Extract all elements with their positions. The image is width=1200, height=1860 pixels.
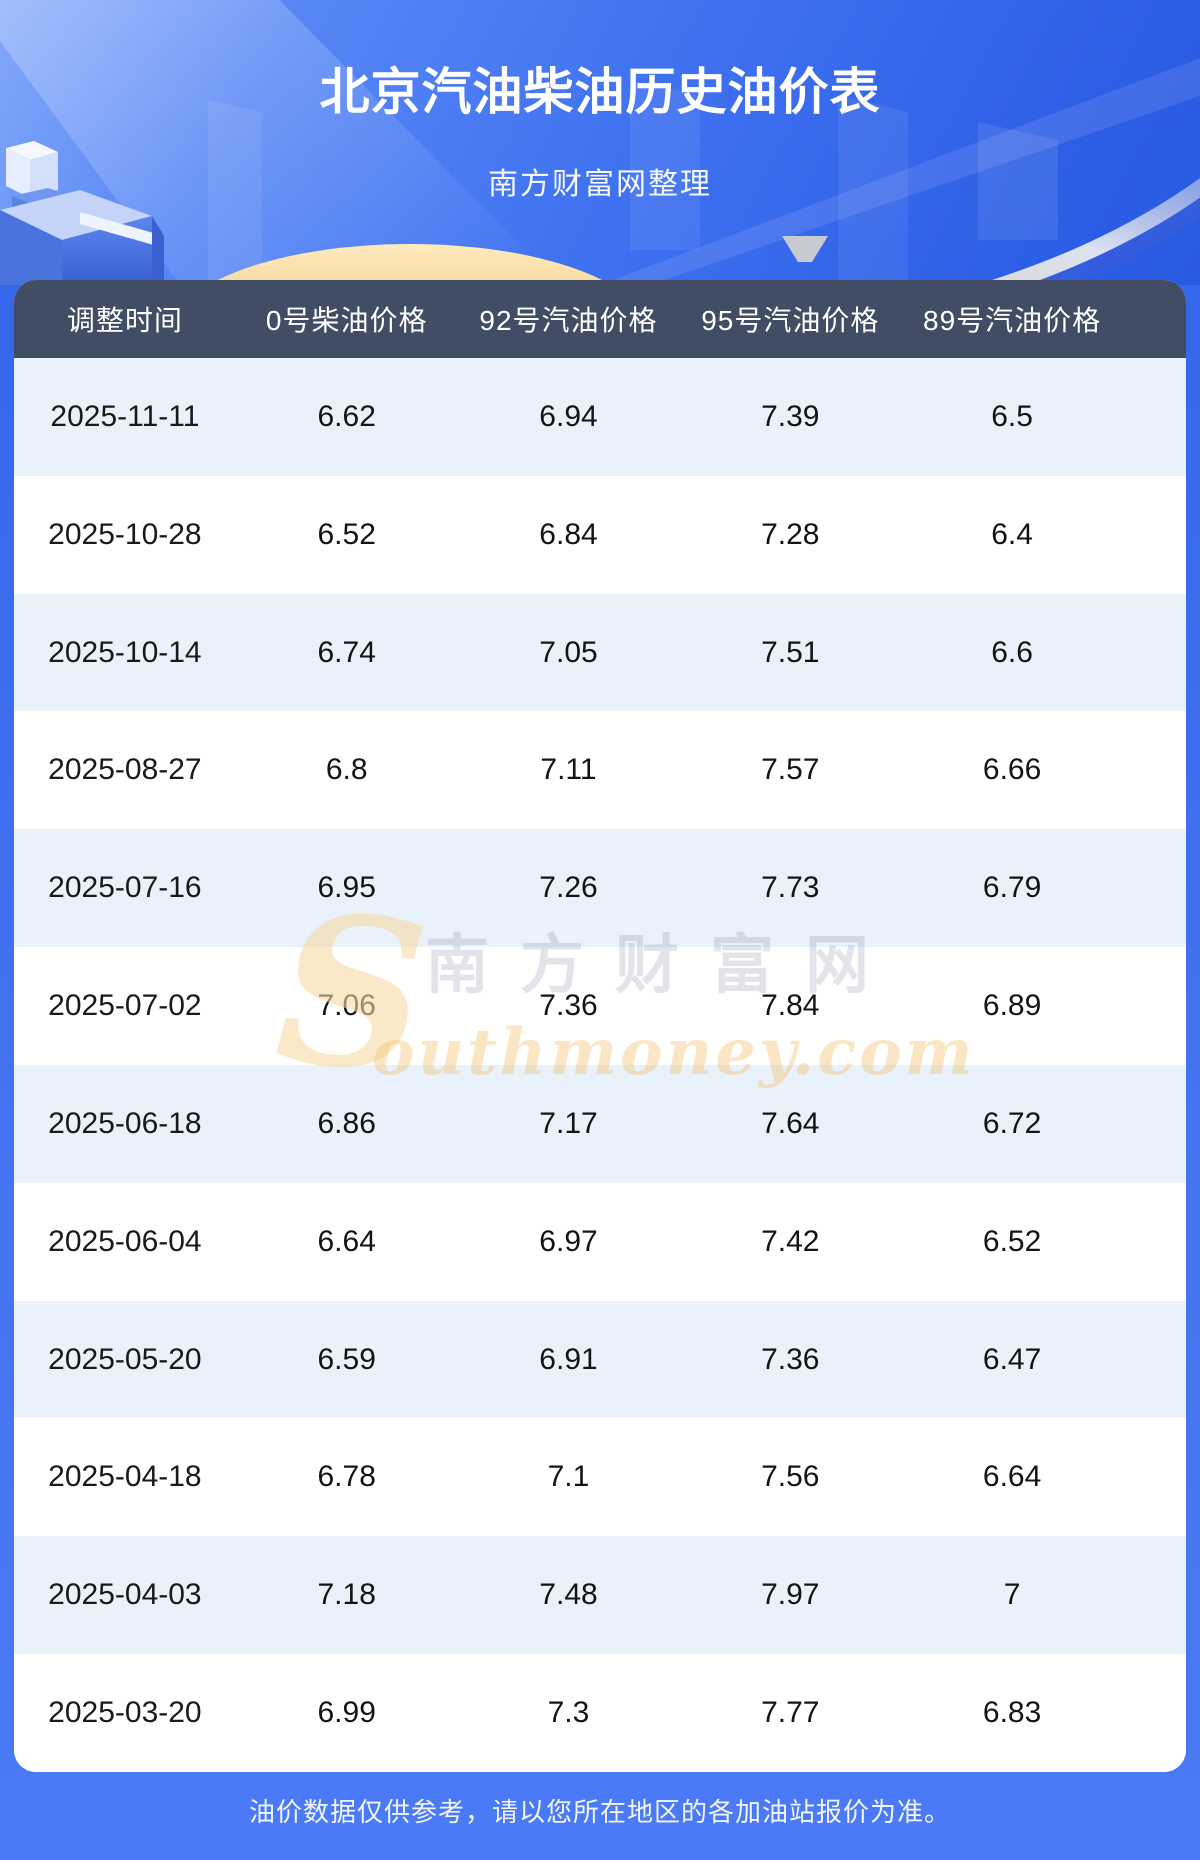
cell-price: 6.5: [991, 399, 1033, 433]
cell-price: 7.11: [540, 753, 597, 787]
cell-price: 7.42: [761, 1224, 820, 1258]
cell-price: 6.74: [317, 635, 376, 669]
cell-price: 6.95: [317, 871, 376, 905]
cell-adjustment-date: 2025-04-03: [48, 1578, 202, 1612]
cell-price: 7.77: [761, 1696, 820, 1730]
page-title: 北京汽油柴油历史油价表: [319, 64, 881, 120]
cell-price: 6.52: [982, 1224, 1042, 1258]
cell-price: 7.06: [317, 989, 376, 1023]
column-header: 调整时间: [66, 305, 183, 336]
table-row: 2025-10-28 6.52 6.84 7.28 6.4: [14, 475, 1186, 594]
podium-illustration: [0, 141, 164, 285]
glass-panel: [978, 122, 1058, 240]
gray-fold: [782, 236, 828, 262]
table-row: 2025-11-11 6.62 6.94 7.39 6.5: [14, 358, 1186, 476]
cell-price: 6.52: [317, 517, 376, 551]
table-row: 2025-04-18 6.78 7.1 7.56 6.64: [14, 1418, 1186, 1537]
price-table: 调整时间 0号柴油价格 92号汽油价格 95号汽油价格 89号汽油价格 2025-11-…: [14, 280, 1186, 1772]
table-row: 2025-07-02 7.06 7.36 7.84 6.89: [14, 947, 1186, 1065]
column-header: 95号汽油价格: [701, 305, 880, 336]
cell-price: 6.64: [982, 1460, 1042, 1494]
cell-price: 7.48: [539, 1578, 598, 1612]
cell-price: 6.4: [991, 517, 1033, 551]
cell-price: 6.83: [982, 1696, 1042, 1730]
glass-panel: [630, 80, 700, 250]
cell-price: 7.56: [761, 1460, 820, 1494]
cell-adjustment-date: 2025-04-18: [48, 1460, 202, 1494]
hero-decoration-graphics: [0, 0, 1200, 285]
cell-price: 6.78: [317, 1460, 376, 1494]
swoosh-band: [976, 177, 1200, 285]
cell-adjustment-date: 2025-06-04: [48, 1224, 202, 1258]
cell-price: 7.17: [539, 1106, 598, 1140]
swoosh-shadow: [987, 180, 1200, 285]
cell-adjustment-date: 2025-10-28: [48, 517, 202, 551]
hero-banner: 北京汽油柴油历史油价表 南方财富网整理: [0, 0, 1200, 285]
cell-adjustment-date: 2025-06-18: [48, 1106, 202, 1140]
cell-price: 6.47: [982, 1342, 1042, 1376]
cell-price: 7.1: [547, 1460, 590, 1494]
cell-price: 6.97: [539, 1224, 598, 1258]
cell-adjustment-date: 2025-05-20: [48, 1342, 202, 1376]
cell-price: 7.57: [761, 753, 820, 787]
cell-price: 7.84: [761, 989, 820, 1023]
cell-price: 6.64: [317, 1224, 376, 1258]
table-row: 2025-04-03 7.18 7.48 7.97 7: [14, 1536, 1186, 1655]
table-row: 2025-08-27 6.8 7.11 7.57 6.66: [14, 711, 1186, 830]
cell-price: 7.36: [539, 989, 598, 1023]
page-subtitle: 南方财富网整理: [488, 168, 712, 201]
table-header-row: 调整时间 0号柴油价格 92号汽油价格 95号汽油价格 89号汽油价格: [14, 280, 1186, 358]
cell-price: 7.73: [761, 871, 820, 905]
golden-arc: [208, 244, 612, 285]
cell-adjustment-date: 2025-08-27: [48, 753, 202, 787]
footer-disclaimer: 油价数据仅供参考，请以您所在地区的各加油站报价为准。: [248, 1797, 951, 1827]
cell-price: 6.79: [982, 871, 1042, 905]
cell-price: 6.84: [539, 517, 598, 551]
column-header: 92号汽油价格: [479, 305, 658, 336]
cell-adjustment-date: 2025-07-02: [48, 989, 202, 1023]
cell-price: 7.3: [547, 1696, 590, 1730]
cell-price: 7.28: [761, 517, 820, 551]
table-row: 2025-05-20 6.59 6.91 7.36 6.47: [14, 1300, 1186, 1419]
cell-price: 6.6: [991, 635, 1033, 669]
glass-panel: [838, 95, 908, 285]
cell-price: 7.26: [539, 871, 598, 905]
table-row: 2025-03-20 6.99 7.3 7.77 6.83: [14, 1654, 1186, 1772]
table-row: 2025-10-14 6.74 7.05 7.51 6.6: [14, 593, 1186, 712]
light-ray-thin: [600, 58, 1200, 285]
cell-adjustment-date: 2025-11-11: [50, 399, 200, 433]
cell-price: 7.64: [761, 1106, 820, 1140]
cell-price: 7.97: [761, 1578, 820, 1612]
cell-price: 6.8: [325, 753, 368, 787]
column-header: 0号柴油价格: [265, 305, 428, 336]
cell-price: 6.99: [317, 1696, 376, 1730]
cell-price: 7: [1003, 1578, 1021, 1612]
cell-price: 7.05: [539, 635, 598, 669]
cell-price: 6.86: [317, 1106, 376, 1140]
cell-price: 6.59: [317, 1342, 376, 1376]
cell-price: 7.18: [317, 1578, 376, 1612]
cell-price: 6.89: [982, 989, 1042, 1023]
glass-panel: [208, 100, 262, 285]
table-body: 2025-11-11 6.62 6.94 7.39 6.5 2025-10-28 6.52 6…: [14, 358, 1186, 1772]
cell-price: 6.91: [539, 1342, 598, 1376]
cell-adjustment-date: 2025-07-16: [48, 871, 202, 905]
cell-price: 6.94: [539, 399, 598, 433]
cell-price: 6.66: [982, 753, 1042, 787]
cell-adjustment-date: 2025-10-14: [48, 635, 202, 669]
cell-price: 7.36: [761, 1342, 820, 1376]
cell-price: 6.62: [317, 399, 376, 433]
cell-price: 6.72: [982, 1106, 1042, 1140]
table-row: 2025-07-16 6.95 7.26 7.73 6.79: [14, 829, 1186, 948]
table-row: 2025-06-18 6.86 7.17 7.64 6.72: [14, 1064, 1186, 1183]
column-header: 89号汽油价格: [923, 305, 1102, 336]
cell-adjustment-date: 2025-03-20: [48, 1696, 202, 1730]
cell-price: 7.51: [761, 635, 820, 669]
table-row: 2025-06-04 6.64 6.97 7.42 6.52: [14, 1182, 1186, 1301]
cell-price: 7.39: [761, 399, 820, 433]
